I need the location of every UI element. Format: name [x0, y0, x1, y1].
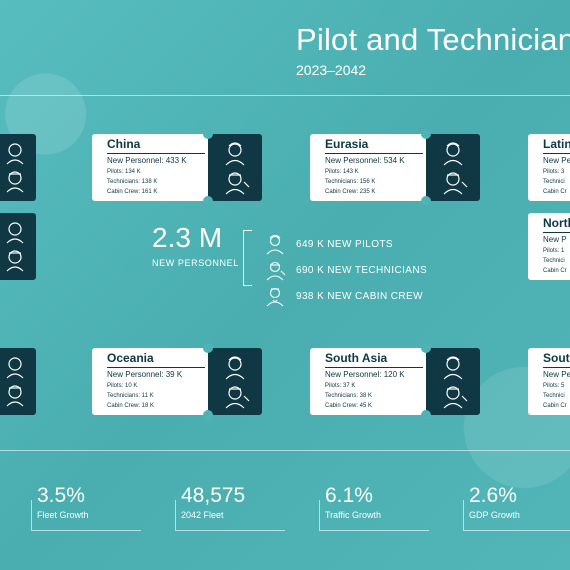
crew-icons — [6, 143, 24, 193]
cabin-crew: Cabin Crew: 45 K — [325, 403, 373, 409]
summary-text: 690 K NEW TECHNICIANS — [296, 265, 428, 276]
crew-icons — [225, 142, 250, 195]
region-name: Oceania — [107, 351, 154, 365]
total-personnel: 2.3 M — [152, 222, 223, 253]
stat-label: Traffic Growth — [325, 510, 382, 520]
crew-icons — [443, 356, 468, 409]
technicians: Technici — [543, 179, 565, 185]
edge-card-row3 — [0, 348, 36, 415]
cabin-crew-icon — [266, 287, 284, 307]
new-personnel: New P — [543, 235, 567, 244]
stat-label: 2042 Fleet — [181, 510, 224, 520]
stat-fleet-growth: 3.5% Fleet Growth — [31, 484, 141, 531]
summary-bracket — [243, 230, 252, 286]
stat-value: 6.1% — [325, 484, 373, 507]
cabin-crew: Cabin Crew: 161 K — [107, 189, 158, 195]
region-card-china: China New Personnel: 433 K Pilots: 134 K… — [92, 129, 262, 206]
technicians: Technicians: 156 K — [325, 179, 376, 185]
page-title: Pilot and Technician — [296, 22, 570, 57]
region-card-north: North New P Pilots: 1 Technici Cabin Cr — [528, 213, 570, 280]
total-personnel-label: NEW PERSONNEL — [152, 258, 239, 268]
summary-text: 938 K NEW CABIN CREW — [296, 291, 423, 302]
region-name: Eurasia — [325, 137, 369, 151]
technicians: Technicians: 38 K — [325, 393, 373, 399]
cabin-crew: Cabin Cr — [543, 403, 567, 409]
new-personnel: New Personnel: 120 K — [325, 370, 405, 379]
stat-value: 48,575 — [181, 484, 246, 507]
top-divider — [0, 95, 570, 96]
stat-traffic-growth: 6.1% Traffic Growth — [319, 484, 429, 531]
pilots: Pilots: 10 K — [107, 383, 138, 389]
technicians: Technici — [543, 393, 565, 399]
edge-card-row1 — [0, 134, 36, 201]
region-card-latin: Latin New Pe Pilots: 3 Technici Cabin Cr — [528, 134, 570, 201]
pilot-icon — [266, 234, 284, 255]
page-subtitle: 2023–2042 — [296, 62, 367, 78]
pilots: Pilots: 3 — [543, 169, 565, 175]
stat-2042-fleet: 48,575 2042 Fleet — [175, 484, 285, 531]
stat-value: 2.6% — [469, 484, 517, 507]
technician-icon — [266, 261, 286, 281]
new-personnel: New Pe — [543, 370, 570, 379]
cabin-crew: Cabin Cr — [543, 189, 567, 195]
stat-label: GDP Growth — [469, 510, 520, 520]
bottom-divider — [0, 450, 570, 451]
pilots: Pilots: 1 — [543, 248, 565, 254]
stat-gdp-growth: 2.6% GDP Growth — [463, 484, 570, 531]
crew-icons — [225, 356, 250, 409]
region-card-south: Sout New Pe Pilots: 5 Technici Cabin Cr — [528, 348, 570, 415]
cabin-crew: Cabin Crew: 235 K — [325, 189, 376, 195]
summary-text: 649 K NEW PILOTS — [296, 239, 393, 250]
new-personnel: New Personnel: 433 K — [107, 156, 187, 165]
cabin-crew: Cabin Crew: 18 K — [107, 403, 155, 409]
region-card-south-asia: South Asia New Personnel: 120 K Pilots: … — [310, 343, 480, 420]
technicians: Technicians: 138 K — [107, 179, 158, 185]
pilots: Pilots: 37 K — [325, 383, 356, 389]
stat-value: 3.5% — [37, 484, 85, 507]
pilots: Pilots: 134 K — [107, 169, 141, 175]
crew-icons — [443, 142, 468, 195]
new-personnel: New Personnel: 534 K — [325, 156, 405, 165]
region-name: North — [543, 216, 570, 230]
stat-label: Fleet Growth — [37, 510, 89, 520]
pilots: Pilots: 5 — [543, 383, 565, 389]
new-personnel: New Personnel: 39 K — [107, 370, 183, 379]
region-card-oceania: Oceania New Personnel: 39 K Pilots: 10 K… — [92, 343, 262, 420]
region-name: Sout — [543, 351, 570, 365]
region-name: China — [107, 137, 141, 151]
region-name: Latin — [543, 137, 570, 151]
technicians: Technicians: 11 K — [107, 393, 154, 399]
crew-icons — [6, 222, 24, 272]
pilots: Pilots: 143 K — [325, 169, 359, 175]
technicians: Technici — [543, 258, 565, 264]
edge-card-row2 — [0, 213, 36, 280]
region-name: South Asia — [325, 351, 388, 365]
crew-icons — [6, 357, 24, 407]
region-card-eurasia: Eurasia New Personnel: 534 K Pilots: 143… — [310, 129, 480, 206]
cabin-crew: Cabin Cr — [543, 268, 567, 274]
new-personnel: New Pe — [543, 156, 570, 165]
